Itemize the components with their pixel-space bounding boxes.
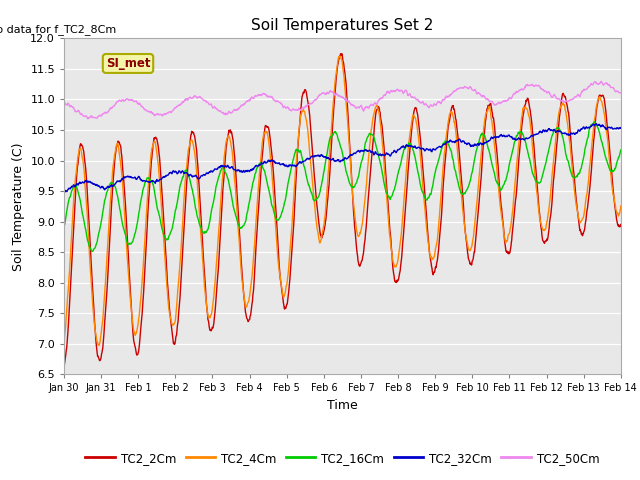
Text: No data for f_TC2_8Cm: No data for f_TC2_8Cm: [0, 24, 116, 35]
Legend: TC2_2Cm, TC2_4Cm, TC2_16Cm, TC2_32Cm, TC2_50Cm: TC2_2Cm, TC2_4Cm, TC2_16Cm, TC2_32Cm, TC…: [81, 447, 604, 469]
Title: Soil Temperatures Set 2: Soil Temperatures Set 2: [252, 18, 433, 33]
X-axis label: Time: Time: [327, 399, 358, 412]
Text: SI_met: SI_met: [106, 57, 150, 70]
Y-axis label: Soil Temperature (C): Soil Temperature (C): [12, 142, 25, 271]
